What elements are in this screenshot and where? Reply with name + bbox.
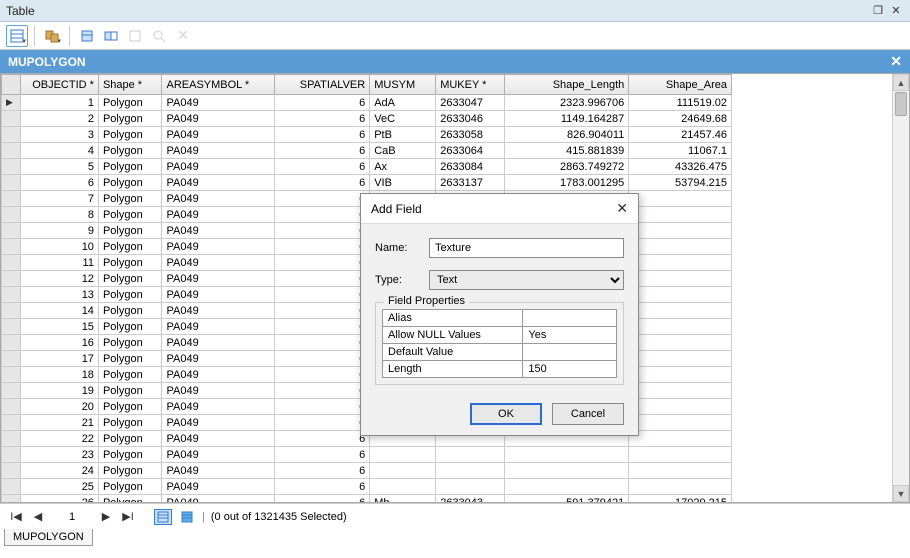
field-properties-legend: Field Properties (384, 295, 469, 307)
field-properties-group: Field Properties AliasAllow NULL ValuesY… (375, 302, 624, 385)
next-record-button[interactable]: ▶ (98, 509, 114, 525)
window-title: Table (6, 4, 868, 18)
first-record-button[interactable]: I◀ (8, 509, 24, 525)
table-row[interactable]: 23PolygonPA0496 (2, 447, 732, 463)
dialog-titlebar: Add Field ✕ (361, 194, 638, 224)
scroll-down-icon[interactable]: ▼ (893, 485, 909, 502)
window-titlebar: Table ❐ ✕ (0, 0, 910, 22)
close-icon[interactable]: ✕ (888, 4, 904, 18)
record-number[interactable]: 1 (52, 511, 92, 523)
scroll-up-icon[interactable]: ▲ (893, 74, 909, 91)
pager: I◀ ◀ 1 ▶ ▶I | (0 out of 1321435 Selected… (0, 503, 910, 529)
toolbar: ▾ ▾ ✕ (0, 22, 910, 50)
table-row[interactable]: 24PolygonPA0496 (2, 463, 732, 479)
delete-button[interactable]: ✕ (172, 25, 194, 47)
field-type-select[interactable]: Text (429, 270, 624, 290)
field-name-input[interactable] (429, 238, 624, 258)
table-options-button[interactable]: ▾ (6, 25, 28, 47)
column-header[interactable]: Shape_Area (629, 75, 732, 95)
field-properties-table[interactable]: AliasAllow NULL ValuesYesDefault ValueLe… (382, 309, 617, 378)
table-name-bar: MUPOLYGON ✕ (0, 50, 910, 73)
selection-status: (0 out of 1321435 Selected) (211, 511, 347, 523)
table-row[interactable]: 25PolygonPA0496 (2, 479, 732, 495)
clear-selection-button[interactable] (124, 25, 146, 47)
table-row[interactable]: 5PolygonPA0496Ax26330842863.74927243326.… (2, 159, 732, 175)
table-tab[interactable]: MUPOLYGON (4, 529, 93, 546)
ok-button[interactable]: OK (470, 403, 542, 425)
tab-strip: MUPOLYGON (0, 529, 910, 551)
table-row[interactable]: 2PolygonPA0496VeC26330461149.16428724649… (2, 111, 732, 127)
column-header[interactable]: MUKEY * (436, 75, 504, 95)
select-by-attributes-button[interactable] (76, 25, 98, 47)
switch-selection-button[interactable] (100, 25, 122, 47)
dialog-close-icon[interactable]: ✕ (616, 200, 628, 217)
column-header[interactable]: Shape * (98, 75, 162, 95)
related-tables-button[interactable]: ▾ (41, 25, 63, 47)
show-all-icon[interactable] (154, 509, 172, 525)
table-row[interactable]: 26PolygonPA0496Mh2633043591.37942117029.… (2, 495, 732, 504)
zoom-selection-button[interactable] (148, 25, 170, 47)
column-header[interactable]: Shape_Length (504, 75, 629, 95)
cancel-button[interactable]: Cancel (552, 403, 624, 425)
column-header[interactable]: MUSYM (370, 75, 436, 95)
show-selected-icon[interactable] (178, 509, 196, 525)
table-name-label: MUPOLYGON (8, 55, 890, 69)
table-row[interactable]: 3PolygonPA0496PtB2633058826.90401121457.… (2, 127, 732, 143)
column-header[interactable]: SPATIALVER (274, 75, 369, 95)
name-label: Name: (375, 242, 429, 254)
close-table-icon[interactable]: ✕ (890, 53, 902, 70)
add-field-dialog: Add Field ✕ Name: Type: Text Field Prope… (360, 193, 639, 436)
prev-record-button[interactable]: ◀ (30, 509, 46, 525)
type-label: Type: (375, 274, 429, 286)
scroll-thumb[interactable] (895, 92, 907, 116)
restore-icon[interactable]: ❐ (870, 4, 886, 18)
table-row[interactable]: 6PolygonPA0496VIB26331371783.00129553794… (2, 175, 732, 191)
table-row[interactable]: ▶1PolygonPA0496AdA26330472323.9967061115… (2, 95, 732, 111)
last-record-button[interactable]: ▶I (120, 509, 136, 525)
column-header[interactable]: AREASYMBOL * (162, 75, 274, 95)
vertical-scrollbar[interactable]: ▲ ▼ (892, 74, 909, 502)
table-row[interactable]: 4PolygonPA0496CaB2633064415.88183911067.… (2, 143, 732, 159)
dialog-title: Add Field (371, 202, 616, 216)
column-header[interactable]: OBJECTID * (21, 75, 98, 95)
